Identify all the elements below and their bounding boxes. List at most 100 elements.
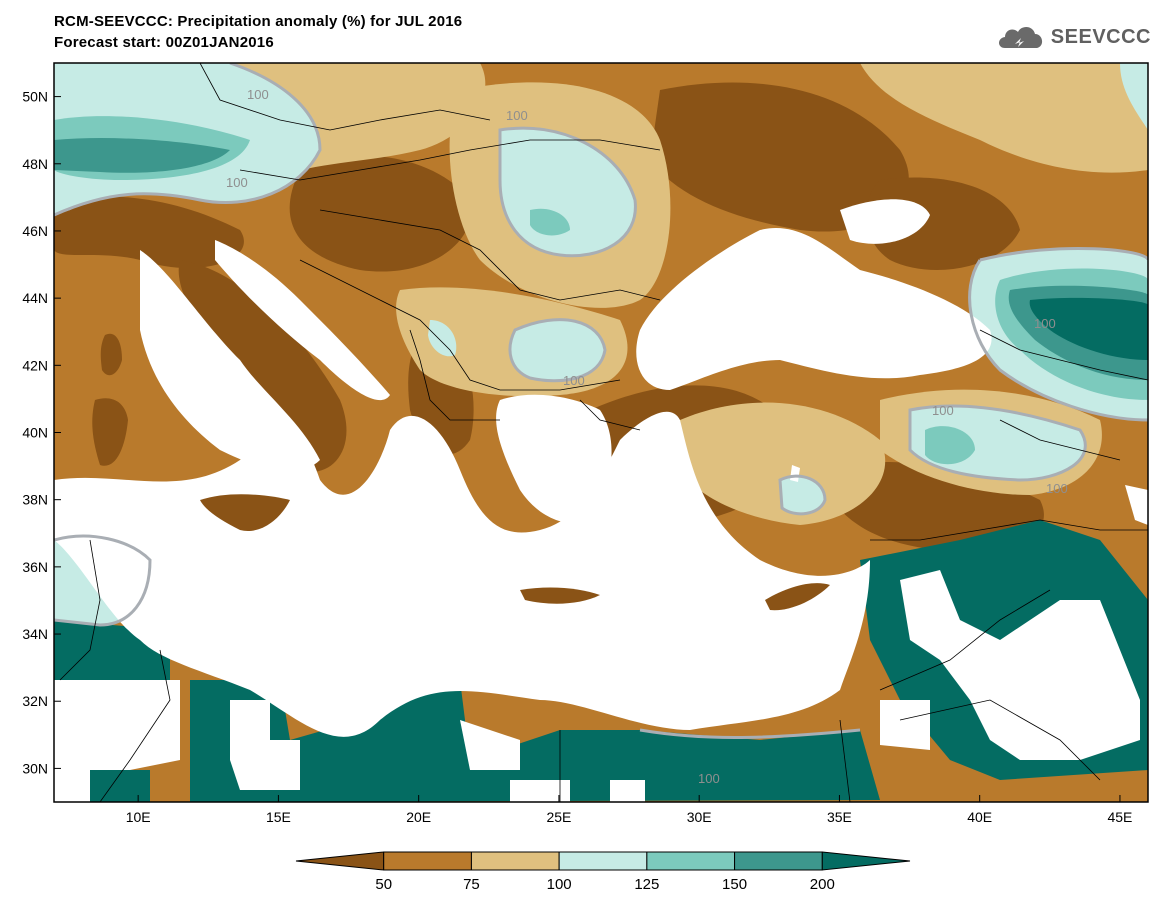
anomaly-area-below-50 bbox=[54, 196, 244, 269]
colorbar-segment bbox=[821, 851, 911, 871]
colorbar-segment bbox=[646, 851, 736, 871]
colorbar-boxes bbox=[295, 851, 911, 871]
cloud-logo-icon bbox=[998, 26, 1042, 48]
colorbar-tick-label: 100 bbox=[547, 876, 572, 893]
colorbar-segment bbox=[470, 851, 560, 871]
border-line bbox=[579, 399, 641, 431]
lon-tick-label: 25E bbox=[546, 809, 571, 825]
anomaly-area-100-125 bbox=[1120, 63, 1148, 130]
anomaly-area-below-50 bbox=[289, 155, 472, 272]
mediterranean-sea bbox=[54, 411, 870, 737]
colorbar-segment bbox=[383, 851, 472, 871]
longitude-axis: 10E 15E 20E 25E 30E 35E 40E 45E bbox=[126, 795, 1132, 825]
lon-tick-label: 10E bbox=[126, 809, 151, 825]
island-sardinia bbox=[92, 398, 128, 466]
colorbar-tick-label: 50 bbox=[375, 876, 392, 893]
anomaly-area-75-100 bbox=[860, 63, 1148, 173]
contour-line bbox=[778, 474, 827, 516]
border-line bbox=[199, 63, 491, 131]
border-line bbox=[319, 209, 661, 301]
aegean-sea bbox=[496, 394, 612, 524]
contour-label: 100 bbox=[226, 175, 248, 190]
contour-label: 100 bbox=[698, 771, 720, 786]
logo-text: SEEVCCC bbox=[1050, 25, 1151, 48]
border-line bbox=[839, 719, 851, 802]
island-crete bbox=[520, 587, 600, 604]
no-data-mask bbox=[460, 720, 520, 770]
anomaly-area-above-200 bbox=[1029, 297, 1148, 360]
tyrrhenian-sea bbox=[140, 250, 320, 471]
lat-tick-label: 40N bbox=[22, 425, 48, 441]
contour-label: 100 bbox=[932, 403, 954, 418]
anomaly-area-below-50 bbox=[650, 82, 909, 232]
adriatic-sea bbox=[215, 240, 390, 401]
lat-tick-label: 36N bbox=[22, 559, 48, 575]
anomaly-area-150-200 bbox=[54, 138, 230, 173]
lat-tick-label: 38N bbox=[22, 492, 48, 508]
anomaly-area-above-200 bbox=[90, 770, 150, 802]
lat-tick-label: 32N bbox=[22, 693, 48, 709]
colorbar-segment bbox=[558, 851, 648, 871]
lon-tick-label: 40E bbox=[967, 809, 992, 825]
no-data-mask bbox=[230, 700, 300, 790]
border-line bbox=[999, 419, 1121, 461]
contour-line bbox=[508, 318, 607, 383]
lat-tick-label: 34N bbox=[22, 626, 48, 642]
border-line bbox=[870, 519, 1148, 541]
map-title: RCM-SEEVCCC: Precipitation anomaly (%) f… bbox=[54, 13, 463, 30]
black-sea bbox=[636, 228, 992, 390]
island-cyprus bbox=[765, 583, 830, 611]
lat-tick-label: 42N bbox=[22, 357, 48, 373]
island-sicily bbox=[200, 494, 290, 531]
lon-tick-label: 35E bbox=[827, 809, 852, 825]
contour-lines-100 bbox=[54, 63, 1148, 739]
lat-tick-label: 50N bbox=[22, 89, 48, 105]
anomaly-area-100-125 bbox=[510, 319, 605, 381]
border-line bbox=[879, 589, 1051, 691]
lon-tick-label: 15E bbox=[266, 809, 291, 825]
azov-sea bbox=[840, 199, 930, 244]
caspian-sea-edge bbox=[1125, 485, 1148, 525]
lon-tick-label: 20E bbox=[406, 809, 431, 825]
anomaly-area-100-125 bbox=[428, 320, 457, 357]
anomaly-area-below-50 bbox=[178, 260, 347, 472]
border-line bbox=[299, 259, 621, 391]
border-line bbox=[409, 329, 500, 421]
contour-line bbox=[979, 246, 1148, 262]
no-data-mask bbox=[900, 570, 1140, 760]
contour-line bbox=[968, 259, 1148, 422]
lon-tick-label: 45E bbox=[1107, 809, 1132, 825]
colorbar-tick-label: 125 bbox=[634, 876, 659, 893]
contour-line bbox=[54, 63, 322, 217]
border-line bbox=[899, 699, 1101, 781]
anomaly-area-100-125 bbox=[780, 476, 825, 514]
anomaly-area-above-200 bbox=[190, 680, 880, 802]
contour-label: 100 bbox=[1046, 481, 1068, 496]
lat-tick-label: 44N bbox=[22, 290, 48, 306]
contour-label: 100 bbox=[1034, 316, 1056, 331]
border-line bbox=[59, 539, 101, 681]
no-data-mask bbox=[610, 780, 645, 802]
colorbar-ticks: 50 75 100 125 150 200 bbox=[375, 876, 834, 893]
no-data-mask bbox=[510, 780, 570, 802]
colorbar-tick-label: 150 bbox=[722, 876, 747, 893]
seevccc-logo: SEEVCCC bbox=[995, 22, 1151, 52]
border-line bbox=[239, 139, 661, 181]
contour-line bbox=[639, 728, 861, 739]
colorbar-tick-label: 200 bbox=[810, 876, 835, 893]
contour-label: 100 bbox=[247, 87, 269, 102]
contour-label: 100 bbox=[506, 108, 528, 123]
no-data-mask bbox=[54, 680, 180, 802]
no-data-mask bbox=[880, 700, 930, 750]
anomaly-area-75-100 bbox=[680, 402, 886, 525]
contour-label: 100 bbox=[563, 373, 585, 388]
forecast-start-label: Forecast start: 00Z01JAN2016 bbox=[54, 34, 274, 51]
colorbar-tick-label: 75 bbox=[463, 876, 480, 893]
anomaly-area-125-150 bbox=[530, 208, 570, 236]
border-line bbox=[979, 329, 1148, 381]
anomaly-area-125-150 bbox=[925, 426, 975, 465]
contour-line bbox=[908, 404, 1087, 482]
lat-tick-label: 46N bbox=[22, 223, 48, 239]
